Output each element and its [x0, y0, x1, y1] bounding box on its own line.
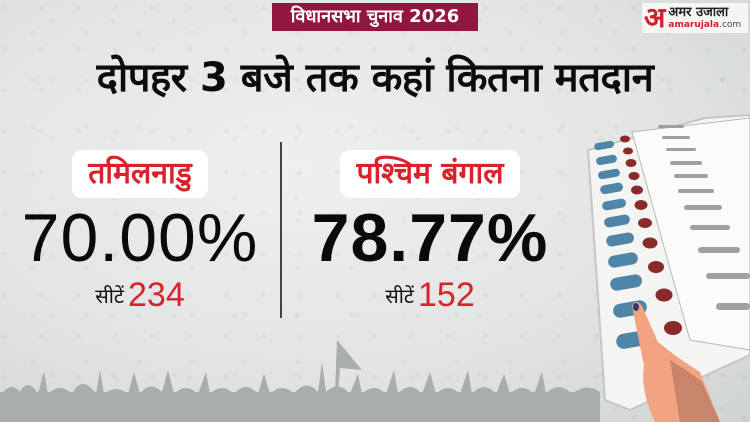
logo-mark-icon: अ — [644, 1, 666, 34]
turnout-percentage: 78.77% — [311, 200, 549, 276]
logo-url: amarujala.com — [668, 20, 742, 30]
turnout-percentage: 70.00% — [21, 200, 259, 276]
crowd-silhouette-icon — [0, 340, 600, 422]
seats-count: 234 — [128, 276, 185, 314]
logo-hindi-text: अमर उजाला — [668, 5, 729, 20]
seats-info: सीटें 234 — [15, 276, 265, 315]
state-card-tamil-nadu: तमिलनाडु 70.00% सीटें 234 — [15, 150, 265, 315]
evm-machine-icon — [586, 113, 750, 422]
headline: दोपहर 3 बजे तक कहां कितना मतदान — [96, 55, 654, 101]
seats-label: सीटें — [385, 284, 415, 308]
state-name: पश्चिम बंगाल — [340, 150, 520, 198]
column-divider — [280, 142, 282, 318]
amar-ujala-logo[interactable]: अ अमर उजाला amarujala.com — [642, 3, 748, 33]
seats-count: 152 — [418, 276, 475, 314]
seats-label: सीटें — [95, 284, 125, 308]
seats-info: सीटें 152 — [305, 276, 555, 315]
election-badge: विधानसभा चुनाव 2026 — [272, 3, 478, 31]
state-card-west-bengal: पश्चिम बंगाल 78.77% सीटें 152 — [305, 150, 555, 315]
state-name: तमिलनाडु — [72, 150, 208, 198]
